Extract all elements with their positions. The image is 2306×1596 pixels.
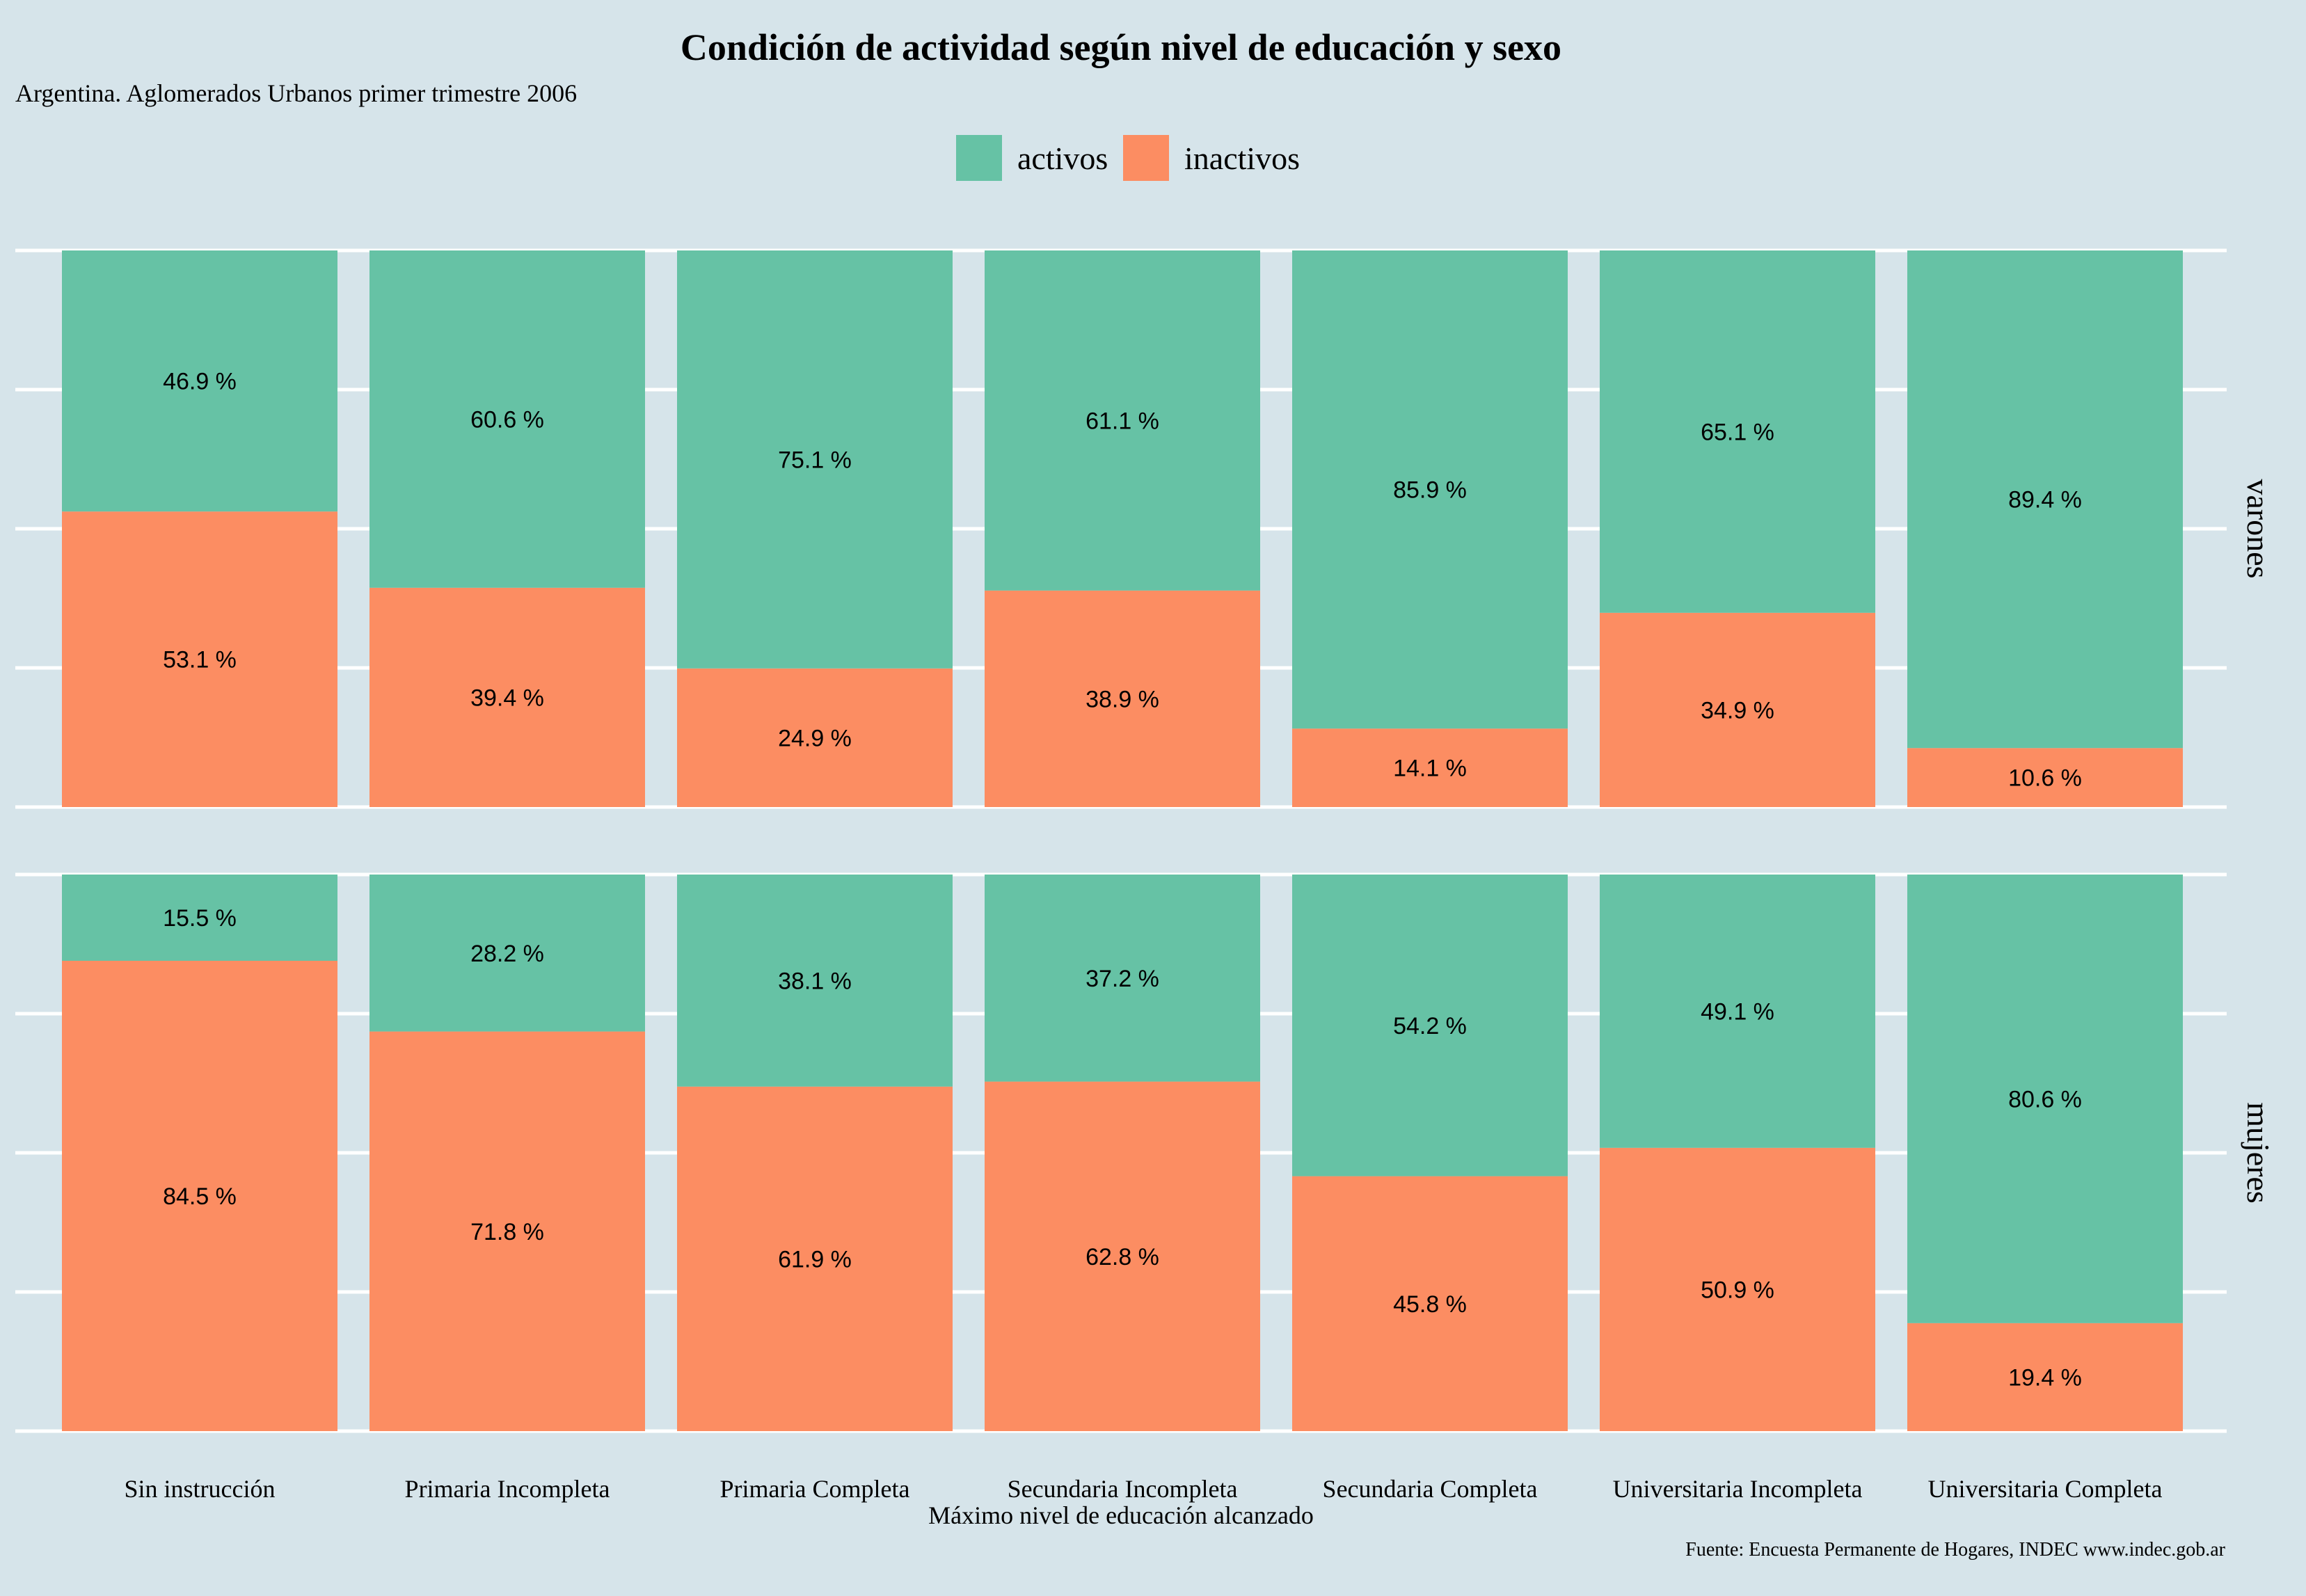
chart-subtitle: Argentina. Aglomerados Urbanos primer tr… (15, 79, 577, 107)
bar-inactivos-mujeres-5 (1292, 1176, 1568, 1431)
bar-activos-varones-4 (985, 250, 1260, 591)
bar-activos-mujeres-1 (62, 875, 337, 961)
x-tick-label: Secundaria Completa (1323, 1475, 1538, 1503)
panel-varones: 53.1 % 46.9 % 39.4 % 60.6 % 24.9 % 75.1 % 38.9… (15, 248, 2276, 809)
data-label-inactivos-mujeres-4: 62.8 % (1086, 1244, 1159, 1270)
x-tick-label: Primaria Completa (720, 1475, 910, 1503)
data-label-inactivos-mujeres-1: 84.5 % (163, 1183, 237, 1210)
legend: activos inactivos (956, 135, 1300, 181)
bar-activos-varones-2 (369, 250, 645, 588)
data-label-activos-mujeres-2: 28.2 % (470, 941, 544, 967)
data-label-activos-mujeres-3: 38.1 % (778, 968, 852, 994)
data-label-inactivos-mujeres-2: 71.8 % (470, 1219, 544, 1245)
data-label-activos-varones-1: 46.9 % (163, 369, 237, 395)
data-label-activos-varones-6: 65.1 % (1701, 419, 1774, 445)
caption: Fuente: Encuesta Permanente de Hogares, … (1685, 1539, 2225, 1561)
bar-activos-mujeres-6 (1600, 875, 1875, 1148)
bar-inactivos-mujeres-3 (677, 1086, 953, 1431)
bar-inactivos-mujeres-2 (369, 1031, 645, 1431)
x-axis-ticks: Sin instrucción Primaria Incompleta Primar… (125, 1475, 2163, 1503)
data-label-inactivos-varones-5: 14.1 % (1393, 756, 1467, 782)
bar-activos-varones-7 (1907, 250, 2183, 749)
bar-inactivos-varones-4 (985, 590, 1260, 807)
x-tick-label: Universitaria Incompleta (1613, 1475, 1863, 1503)
x-axis-title: Máximo nivel de educación alcanzado (928, 1501, 1314, 1529)
data-label-activos-varones-3: 75.1 % (778, 447, 852, 473)
data-label-inactivos-varones-4: 38.9 % (1086, 686, 1159, 712)
data-label-activos-mujeres-1: 15.5 % (163, 905, 237, 932)
data-label-activos-mujeres-5: 54.2 % (1393, 1013, 1467, 1039)
data-label-activos-mujeres-4: 37.2 % (1086, 966, 1159, 992)
data-label-inactivos-mujeres-6: 50.9 % (1701, 1277, 1774, 1303)
bar-inactivos-mujeres-6 (1600, 1147, 1875, 1431)
legend-swatch-activos (956, 135, 1002, 181)
data-label-inactivos-mujeres-7: 19.4 % (2008, 1364, 2082, 1391)
data-label-inactivos-varones-7: 10.6 % (2008, 765, 2082, 792)
plot-panels: 53.1 % 46.9 % 39.4 % 60.6 % 24.9 % 75.1 % 38.9… (15, 248, 2276, 1433)
bar-inactivos-varones-1 (62, 511, 337, 807)
bar-activos-varones-5 (1292, 250, 1568, 729)
bar-activos-mujeres-7 (1907, 875, 2183, 1323)
legend-label-inactivos: inactivos (1184, 141, 1300, 176)
data-label-activos-mujeres-6: 49.1 % (1701, 998, 1774, 1025)
bar-inactivos-varones-2 (369, 587, 645, 807)
bar-inactivos-varones-7 (1907, 748, 2183, 807)
data-label-inactivos-varones-1: 53.1 % (163, 647, 237, 673)
x-tick-label: Sin instrucción (125, 1475, 276, 1503)
data-label-activos-varones-5: 85.9 % (1393, 477, 1467, 504)
x-tick-label: Primaria Incompleta (405, 1475, 610, 1503)
bar-inactivos-mujeres-1 (62, 961, 337, 1431)
bar-activos-varones-3 (677, 250, 953, 669)
data-label-inactivos-varones-2: 39.4 % (470, 685, 544, 711)
data-label-activos-varones-4: 61.1 % (1086, 408, 1159, 434)
x-tick-label: Secundaria Incompleta (1008, 1475, 1238, 1503)
data-label-activos-varones-7: 89.4 % (2008, 487, 2082, 513)
data-label-activos-mujeres-7: 80.6 % (2008, 1086, 2082, 1112)
chart-title: Condición de actividad según nivel de ed… (681, 26, 1561, 68)
bar-inactivos-mujeres-4 (985, 1081, 1260, 1431)
data-label-activos-varones-2: 60.6 % (470, 406, 544, 433)
data-label-inactivos-mujeres-5: 45.8 % (1393, 1291, 1467, 1318)
data-label-inactivos-varones-6: 34.9 % (1701, 697, 1774, 724)
bar-activos-varones-6 (1600, 250, 1875, 613)
bar-activos-mujeres-5 (1292, 875, 1568, 1176)
bar-inactivos-varones-3 (677, 668, 953, 807)
legend-label-activos: activos (1017, 141, 1108, 176)
bar-inactivos-varones-6 (1600, 612, 1875, 807)
facet-strip-varones: varones (2241, 479, 2276, 578)
x-tick-label: Universitaria Completa (1928, 1475, 2163, 1503)
bar-activos-mujeres-3 (677, 875, 953, 1087)
bar-activos-varones-1 (62, 250, 337, 512)
panel-mujeres: 84.5 % 15.5 % 71.8 % 28.2 % 61.9 % 38.1 % 62.8… (15, 872, 2276, 1433)
bar-inactivos-mujeres-7 (1907, 1323, 2183, 1431)
data-label-inactivos-mujeres-3: 61.9 % (778, 1246, 852, 1272)
bar-activos-mujeres-4 (985, 875, 1260, 1082)
facet-strip-mujeres: mujeres (2241, 1102, 2276, 1204)
legend-swatch-inactivos (1123, 135, 1169, 181)
bar-inactivos-varones-5 (1292, 728, 1568, 807)
data-label-inactivos-varones-3: 24.9 % (778, 725, 852, 751)
bar-activos-mujeres-2 (369, 875, 645, 1032)
